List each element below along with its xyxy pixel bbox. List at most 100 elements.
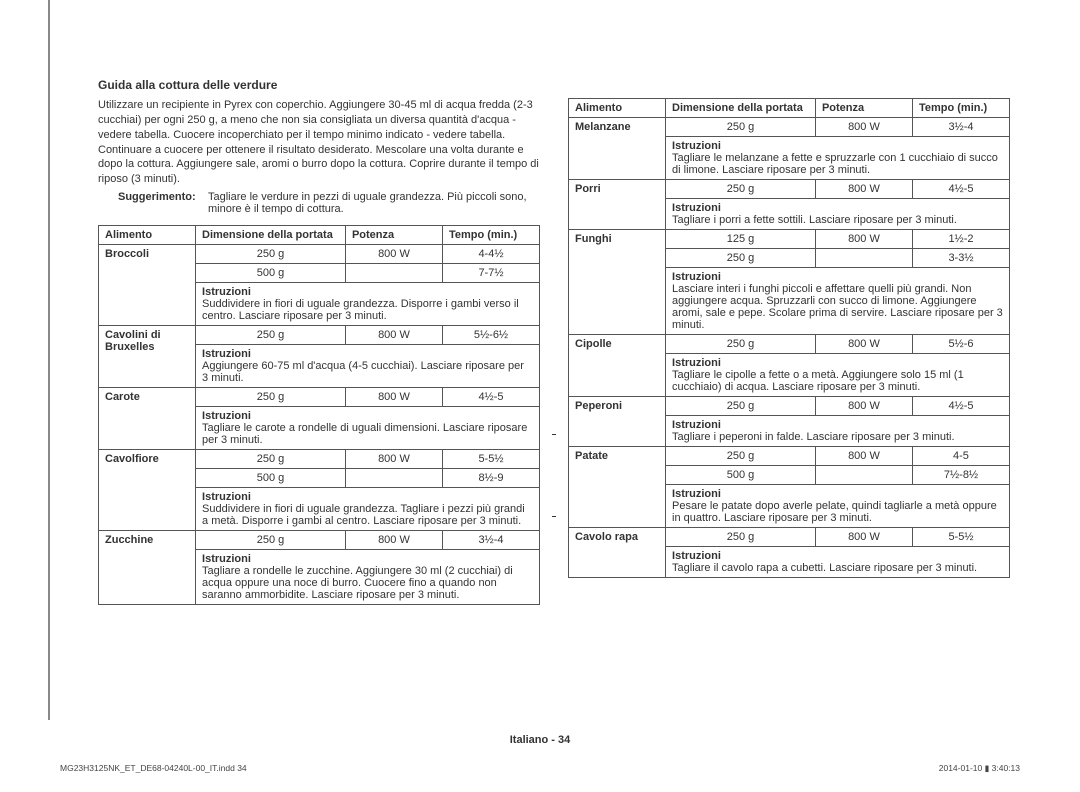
th-pot: Potenza — [345, 226, 442, 245]
food-name-cell: Peperoni — [569, 397, 666, 447]
instruction-label: Istruzioni — [202, 491, 533, 503]
data-cell: 800 W — [345, 326, 442, 345]
data-cell: 800 W — [345, 450, 442, 469]
data-cell: 800 W — [815, 230, 912, 249]
table-row: Cavolini di Bruxelles250 g800 W5½-6½ — [99, 326, 540, 345]
table-row: Carote250 g800 W4½-5 — [99, 388, 540, 407]
data-cell: 800 W — [815, 397, 912, 416]
instruction-text: Aggiungere 60-75 ml d'acqua (4-5 cucchia… — [202, 360, 533, 384]
tick-mark — [552, 434, 556, 435]
instruction-text: Pesare le patate dopo averle pelate, qui… — [672, 500, 1003, 524]
data-cell — [815, 249, 912, 268]
data-cell: 800 W — [345, 531, 442, 550]
data-cell: 5-5½ — [912, 528, 1009, 547]
instruction-cell: IstruzioniLasciare interi i funghi picco… — [666, 268, 1010, 335]
data-cell: 7-7½ — [442, 264, 539, 283]
instruction-cell: IstruzioniPesare le patate dopo averle p… — [666, 485, 1010, 528]
footline-right: 2014-01-10 ▮ 3:40:13 — [939, 763, 1020, 774]
suggestion-text: Tagliare le verdure in pezzi di uguale g… — [208, 191, 540, 215]
food-name-cell: Zucchine — [99, 531, 196, 605]
instruction-cell: IstruzioniSuddividere in fiori di uguale… — [196, 488, 540, 531]
instruction-text: Tagliare i peperoni in falde. Lasciare r… — [672, 431, 1003, 443]
data-cell: 5½-6½ — [442, 326, 539, 345]
instruction-label: Istruzioni — [672, 202, 1003, 214]
data-cell: 3½-4 — [442, 531, 539, 550]
page-content: Guida alla cottura delle verdure Utilizz… — [98, 78, 1010, 605]
food-name-cell: Cipolle — [569, 335, 666, 397]
data-cell: 250 g — [666, 180, 816, 199]
instruction-text: Tagliare le cipolle a fette o a metà. Ag… — [672, 369, 1003, 393]
instruction-text: Tagliare a rondelle le zucchine. Aggiung… — [202, 565, 533, 601]
data-cell: 4½-5 — [912, 397, 1009, 416]
data-cell: 250 g — [666, 528, 816, 547]
tick-mark — [552, 516, 556, 517]
instruction-cell: IstruzioniSuddividere in fiori di uguale… — [196, 283, 540, 326]
table-row: Peperoni250 g800 W4½-5 — [569, 397, 1010, 416]
data-cell: 800 W — [345, 245, 442, 264]
th-tempo: Tempo (min.) — [442, 226, 539, 245]
table-row: Cavolfiore250 g800 W5-5½ — [99, 450, 540, 469]
intro-text: Utilizzare un recipiente in Pyrex con co… — [98, 98, 540, 187]
table-header-row: Alimento Dimensione della portata Potenz… — [569, 99, 1010, 118]
table-header-row: Alimento Dimensione della portata Potenz… — [99, 226, 540, 245]
food-name-cell: Funghi — [569, 230, 666, 335]
food-name-cell: Patate — [569, 447, 666, 528]
instruction-cell: IstruzioniTagliare i porri a fette sotti… — [666, 199, 1010, 230]
right-table: Alimento Dimensione della portata Potenz… — [568, 98, 1010, 578]
data-cell: 250 g — [666, 335, 816, 354]
data-cell: 250 g — [196, 531, 346, 550]
data-cell: 1½-2 — [912, 230, 1009, 249]
food-name-cell: Cavolfiore — [99, 450, 196, 531]
section-title: Guida alla cottura delle verdure — [98, 78, 1010, 92]
data-cell — [345, 469, 442, 488]
food-name-cell: Broccoli — [99, 245, 196, 326]
table-row: Broccoli250 g800 W4-4½ — [99, 245, 540, 264]
data-cell: 5-5½ — [442, 450, 539, 469]
footline: MG23H3125NK_ET_DE68-04240L-00_IT.indd 34… — [60, 763, 1020, 774]
food-name-cell: Porri — [569, 180, 666, 230]
data-cell: 800 W — [815, 118, 912, 137]
th-pot: Potenza — [815, 99, 912, 118]
data-cell: 800 W — [815, 528, 912, 547]
instruction-cell: IstruzioniTagliare le cipolle a fette o … — [666, 354, 1010, 397]
data-cell: 125 g — [666, 230, 816, 249]
instruction-label: Istruzioni — [672, 357, 1003, 369]
data-cell: 250 g — [666, 397, 816, 416]
instruction-cell: IstruzioniTagliare le carote a rondelle … — [196, 407, 540, 450]
food-name-cell: Cavolini di Bruxelles — [99, 326, 196, 388]
page-footer: Italiano - 34 — [510, 734, 571, 746]
instruction-text: Tagliare le melanzane a fette e spruzzar… — [672, 152, 1003, 176]
table-row: Patate250 g800 W4-5 — [569, 447, 1010, 466]
instruction-text: Suddividere in fiori di uguale grandezza… — [202, 503, 533, 527]
th-dim: Dimensione della portata — [196, 226, 346, 245]
instruction-label: Istruzioni — [672, 140, 1003, 152]
instruction-label: Istruzioni — [672, 550, 1003, 562]
data-cell: 4-4½ — [442, 245, 539, 264]
data-cell: 500 g — [666, 466, 816, 485]
instruction-cell: IstruzioniTagliare le melanzane a fette … — [666, 137, 1010, 180]
instruction-label: Istruzioni — [202, 286, 533, 298]
instruction-text: Tagliare il cavolo rapa a cubetti. Lasci… — [672, 562, 1003, 574]
food-name-cell: Cavolo rapa — [569, 528, 666, 578]
th-tempo: Tempo (min.) — [912, 99, 1009, 118]
instruction-cell: IstruzioniTagliare il cavolo rapa a cube… — [666, 547, 1010, 578]
instruction-cell: IstruzioniAggiungere 60-75 ml d'acqua (4… — [196, 345, 540, 388]
instruction-label: Istruzioni — [202, 348, 533, 360]
data-cell: 250 g — [196, 388, 346, 407]
table-row: Melanzane250 g800 W3½-4 — [569, 118, 1010, 137]
left-table: Alimento Dimensione della portata Potenz… — [98, 225, 540, 605]
data-cell: 250 g — [666, 249, 816, 268]
columns: Utilizzare un recipiente in Pyrex con co… — [98, 98, 1010, 605]
th-dim: Dimensione della portata — [666, 99, 816, 118]
data-cell: 250 g — [196, 326, 346, 345]
instruction-cell: IstruzioniTagliare i peperoni in falde. … — [666, 416, 1010, 447]
food-name-cell: Carote — [99, 388, 196, 450]
data-cell: 4½-5 — [912, 180, 1009, 199]
data-cell: 800 W — [815, 335, 912, 354]
footline-left: MG23H3125NK_ET_DE68-04240L-00_IT.indd 34 — [60, 763, 247, 774]
instruction-label: Istruzioni — [202, 553, 533, 565]
suggestion-label: Suggerimento: — [98, 191, 208, 215]
data-cell: 5½-6 — [912, 335, 1009, 354]
data-cell: 800 W — [345, 388, 442, 407]
data-cell: 250 g — [196, 245, 346, 264]
